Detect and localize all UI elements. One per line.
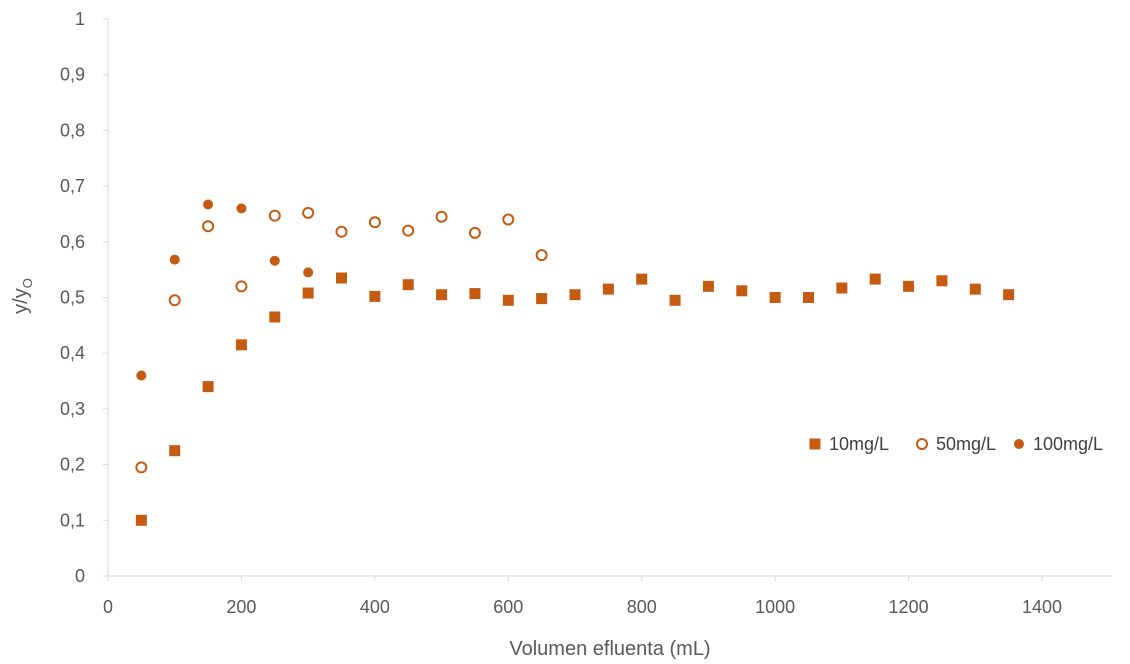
y-tick-label: 0,4 — [60, 343, 85, 363]
data-point — [235, 280, 248, 293]
y-tick-label: 0,7 — [60, 176, 85, 196]
x-tick-label: 800 — [627, 597, 657, 617]
data-point — [969, 283, 981, 295]
y-tick-label: 0 — [75, 566, 85, 586]
y-tick-label: 0,9 — [60, 65, 85, 85]
data-point — [602, 283, 614, 295]
data-point — [302, 206, 315, 219]
y-axis-title-subscript: O — [20, 278, 35, 288]
data-point — [636, 273, 648, 285]
y-tick-label: 1 — [75, 9, 85, 29]
x-tick-label: 200 — [226, 597, 256, 617]
legend-marker — [1014, 439, 1024, 449]
legend-marker — [809, 438, 821, 450]
data-point — [803, 292, 814, 303]
data-point — [202, 381, 214, 393]
data-point — [269, 311, 281, 323]
data-point — [369, 290, 381, 302]
data-point — [268, 209, 281, 222]
x-tick-label: 1200 — [889, 597, 929, 617]
data-point — [535, 249, 548, 262]
axes — [103, 18, 1112, 581]
data-point — [903, 280, 915, 292]
legend-marker — [916, 438, 928, 450]
x-tick-label: 400 — [360, 597, 390, 617]
legend-item: 100mg/L — [1014, 434, 1103, 454]
y-tick-label: 0,3 — [60, 399, 85, 419]
data-point — [702, 280, 714, 292]
data-point — [402, 224, 415, 237]
data-point — [436, 289, 448, 301]
data-point — [1003, 289, 1015, 301]
data-point — [303, 267, 314, 278]
data-point — [569, 289, 581, 301]
legend-item: 50mg/L — [916, 434, 996, 454]
legend-item: 10mg/L — [809, 434, 889, 454]
data-point — [202, 220, 215, 233]
x-tick-label: 1000 — [755, 597, 795, 617]
legend-label: 50mg/L — [936, 434, 996, 454]
legend-label: 100mg/L — [1033, 434, 1103, 454]
data-point — [468, 226, 481, 239]
data-point — [335, 225, 348, 238]
legend: 10mg/L 50mg/L 100mg/L — [809, 434, 1103, 454]
data-point — [368, 216, 381, 229]
x-axis-title: Volumen efluenta (mL) — [509, 638, 710, 660]
data-point — [469, 288, 481, 300]
data-point — [302, 287, 314, 299]
series-1 — [135, 272, 1015, 526]
y-axis-title: y/yO — [10, 278, 35, 314]
data-point — [336, 272, 347, 284]
y-axis-title-main: y/y — [10, 288, 32, 314]
x-tick-label: 1400 — [1022, 597, 1062, 617]
data-point — [736, 285, 748, 297]
data-point — [169, 254, 180, 265]
y-tick-label: 0,2 — [60, 455, 85, 475]
data-points — [135, 199, 1015, 526]
tick-labels: 0 0,1 0,2 0,3 0,4 0,5 0,6 0,7 0,8 0,9 1 0 200 400 600 8… — [60, 9, 1062, 617]
y-tick-label: 0,1 — [60, 510, 85, 530]
y-tick-label: 0,8 — [60, 120, 85, 140]
data-point — [135, 514, 147, 526]
data-point — [168, 294, 181, 307]
series-3 — [136, 199, 314, 381]
x-tick-label: 0 — [103, 597, 113, 617]
data-point — [502, 213, 515, 226]
data-point — [135, 461, 148, 474]
data-point — [235, 339, 247, 351]
y-tick-label: 0,5 — [60, 288, 85, 308]
legend-label: 10mg/L — [829, 434, 889, 454]
data-point — [836, 282, 848, 294]
data-point — [203, 199, 214, 210]
data-point — [169, 445, 181, 457]
data-point — [435, 210, 448, 223]
data-point — [769, 292, 781, 303]
data-point — [869, 273, 881, 285]
data-point — [536, 293, 548, 305]
data-point — [236, 203, 247, 214]
data-point — [402, 279, 414, 291]
data-point — [936, 275, 948, 287]
y-tick-label: 0,6 — [60, 232, 85, 252]
data-point — [269, 255, 280, 266]
data-point — [502, 294, 514, 306]
data-point — [669, 294, 681, 306]
data-point — [136, 370, 147, 381]
x-tick-label: 600 — [493, 597, 523, 617]
series-2 — [135, 206, 548, 474]
